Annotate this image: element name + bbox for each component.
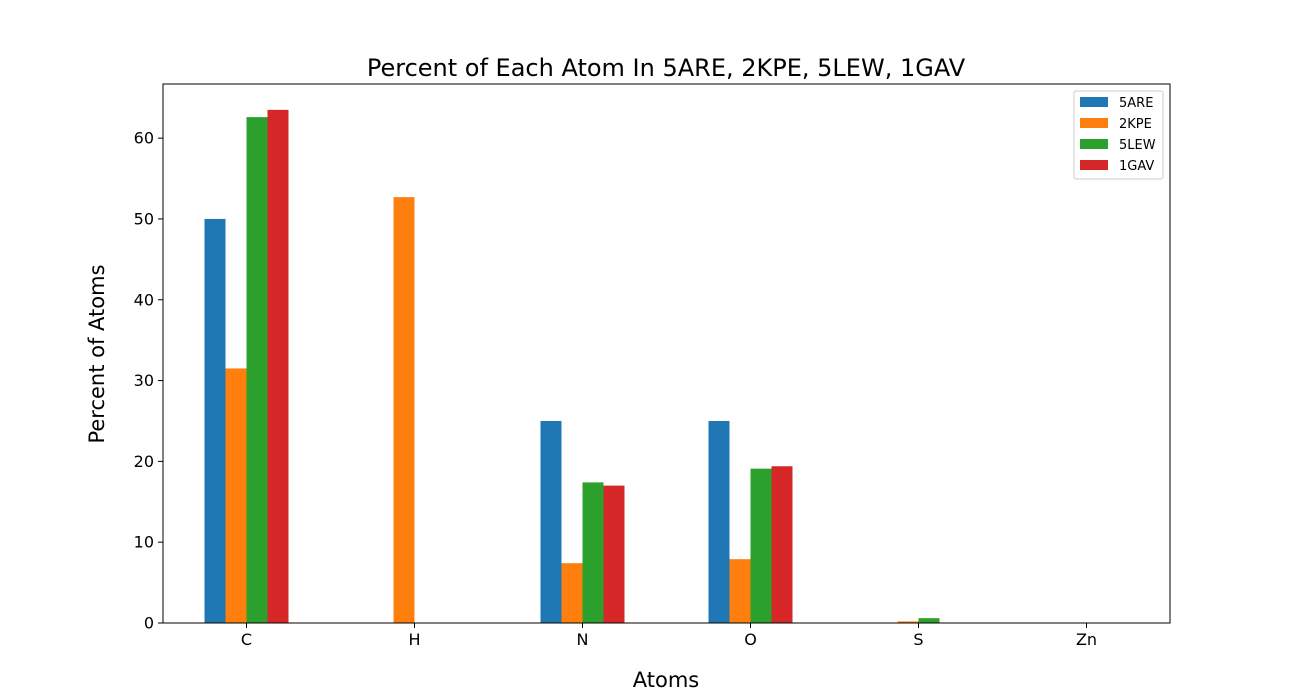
bars-layer [204,109,940,624]
legend-box [1073,90,1164,180]
bar-2KPE-C [225,368,247,623]
legend-label-1GAV: 1GAV [1119,159,1154,174]
y-tick-label: 40 [134,290,154,309]
bar-2KPE-H [393,197,415,624]
legend-swatch-1GAV [1080,160,1108,170]
legend-label-5LEW: 5LEW [1119,138,1156,153]
legend-label-5ARE: 5ARE [1119,96,1153,111]
y-tick-label: 10 [134,533,154,552]
bar-5LEW-O [750,468,772,623]
bar-5ARE-O [708,420,730,623]
y-tick-label: 20 [134,452,154,471]
bar-5LEW-S [918,618,940,623]
legend-label-2KPE: 2KPE [1119,117,1152,132]
x-axis: C H N O S Zn [241,623,1097,649]
x-tick-label: C [241,630,252,649]
y-tick-label: 0 [144,614,154,633]
y-axis-label: Percent of Atoms [85,264,109,443]
x-tick-label: O [744,630,757,649]
x-tick-label: Zn [1076,630,1097,649]
legend: 5ARE 2KPE 5LEW 1GAV [1073,90,1164,180]
bar-1GAV-O [771,466,793,623]
bar-5LEW-N [582,482,604,623]
legend-swatch-5LEW [1080,139,1108,149]
chart-title: Percent of Each Atom In 5ARE, 2KPE, 5LEW… [367,54,966,82]
x-tick-label: S [913,630,923,649]
bar-2KPE-O [729,559,751,623]
legend-swatch-5ARE [1080,97,1108,107]
x-axis-label: Atoms [633,668,699,692]
x-tick-label: H [408,630,420,649]
bar-2KPE-S [897,621,919,623]
bar-5LEW-C [246,117,268,624]
y-axis: 0 10 20 30 40 50 60 [134,129,163,633]
y-tick-label: 50 [134,209,154,228]
x-tick-label: N [577,630,589,649]
legend-swatch-2KPE [1080,118,1108,128]
plot-frame [162,83,1171,624]
bar-5ARE-C [204,218,226,623]
bar-5ARE-N [540,420,562,623]
bar-1GAV-N [603,485,625,623]
bar-2KPE-N [561,563,583,623]
bar-1GAV-C [267,109,289,623]
y-tick-label: 30 [134,371,154,390]
y-tick-label: 60 [134,129,154,148]
